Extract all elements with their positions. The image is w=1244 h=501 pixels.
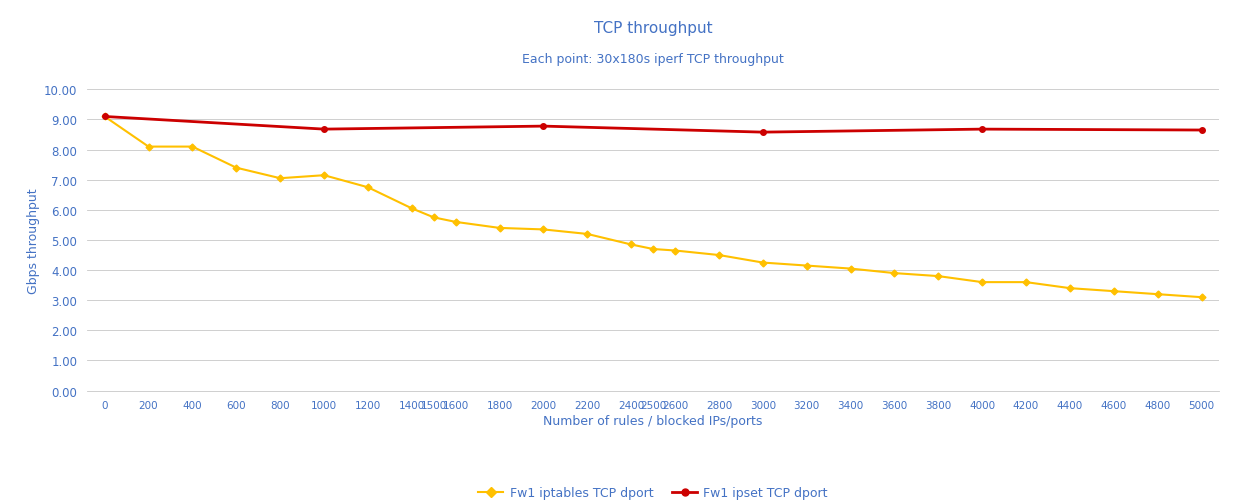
Fw1 iptables TCP dport bbox=[580, 231, 595, 237]
Fw1 iptables TCP dport bbox=[361, 185, 376, 191]
Fw1 iptables TCP dport bbox=[623, 242, 638, 248]
Fw1 iptables TCP dport bbox=[1151, 292, 1166, 298]
Fw1 ipset TCP dport bbox=[316, 127, 331, 133]
Fw1 ipset TCP dport bbox=[1194, 128, 1209, 134]
Fw1 iptables TCP dport bbox=[1106, 289, 1121, 295]
Fw1 iptables TCP dport bbox=[799, 263, 814, 269]
Fw1 iptables TCP dport bbox=[141, 144, 156, 150]
Fw1 iptables TCP dport bbox=[185, 144, 200, 150]
Text: Each point: 30x180s iperf TCP throughput: Each point: 30x180s iperf TCP throughput bbox=[522, 53, 784, 66]
Fw1 iptables TCP dport bbox=[755, 260, 770, 266]
Fw1 iptables TCP dport bbox=[448, 219, 463, 225]
Fw1 iptables TCP dport bbox=[1062, 286, 1077, 292]
Fw1 iptables TCP dport bbox=[712, 253, 726, 259]
Fw1 iptables TCP dport bbox=[887, 271, 902, 277]
Fw1 iptables TCP dport bbox=[272, 176, 287, 182]
Fw1 iptables TCP dport bbox=[404, 206, 419, 212]
Fw1 iptables TCP dport bbox=[1019, 280, 1034, 286]
Line: Fw1 ipset TCP dport: Fw1 ipset TCP dport bbox=[102, 114, 1204, 136]
Fw1 iptables TCP dport bbox=[931, 274, 945, 280]
Text: TCP throughput: TCP throughput bbox=[593, 21, 713, 36]
Fw1 iptables TCP dport bbox=[646, 246, 661, 253]
Fw1 ipset TCP dport bbox=[97, 114, 112, 120]
Fw1 iptables TCP dport bbox=[427, 215, 442, 221]
Fw1 iptables TCP dport bbox=[97, 114, 112, 120]
Line: Fw1 iptables TCP dport: Fw1 iptables TCP dport bbox=[102, 115, 1204, 300]
Legend: Fw1 iptables TCP dport, Fw1 ipset TCP dport: Fw1 iptables TCP dport, Fw1 ipset TCP dp… bbox=[474, 481, 832, 501]
Fw1 iptables TCP dport bbox=[668, 248, 683, 254]
Fw1 iptables TCP dport bbox=[843, 266, 858, 272]
Fw1 iptables TCP dport bbox=[975, 280, 990, 286]
Fw1 iptables TCP dport bbox=[229, 165, 244, 171]
Fw1 iptables TCP dport bbox=[316, 173, 331, 179]
Fw1 ipset TCP dport bbox=[755, 130, 770, 136]
X-axis label: Number of rules / blocked IPs/ports: Number of rules / blocked IPs/ports bbox=[544, 415, 763, 427]
Fw1 iptables TCP dport bbox=[493, 225, 508, 231]
Y-axis label: Gbps throughput: Gbps throughput bbox=[27, 188, 40, 293]
Fw1 iptables TCP dport bbox=[536, 227, 551, 233]
Fw1 iptables TCP dport bbox=[1194, 295, 1209, 301]
Fw1 ipset TCP dport bbox=[975, 127, 990, 133]
Fw1 ipset TCP dport bbox=[536, 124, 551, 130]
